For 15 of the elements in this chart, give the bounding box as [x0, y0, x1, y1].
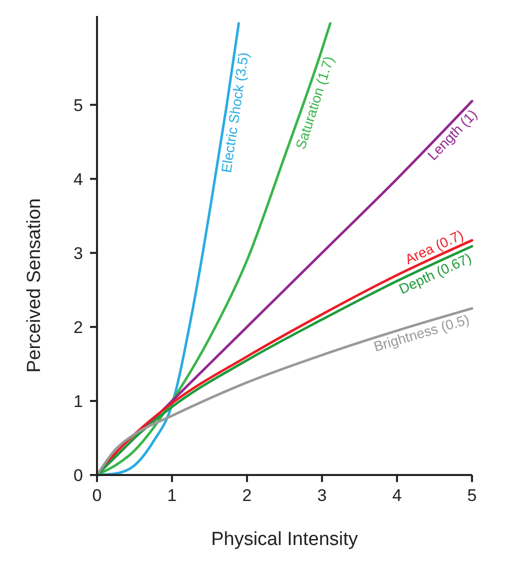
x-tick-label: 3 — [317, 486, 327, 505]
y-tick-label: 1 — [74, 392, 83, 411]
y-axis-title: Perceived Sensation — [24, 198, 45, 373]
y-tick-label: 4 — [74, 170, 83, 189]
x-tick-label: 5 — [467, 486, 477, 505]
x-tick-label: 0 — [92, 486, 102, 505]
x-axis-title: Physical Intensity — [211, 529, 358, 550]
x-tick-label: 1 — [167, 486, 177, 505]
y-tick-label: 5 — [74, 96, 83, 115]
x-tick-label: 4 — [392, 486, 402, 505]
y-tick-label: 3 — [74, 244, 83, 263]
text: Electric Shock (3.5) — [218, 51, 252, 174]
y-tick-label: 0 — [74, 466, 83, 485]
x-tick-label: 2 — [242, 486, 252, 505]
y-tick-label: 2 — [74, 318, 83, 337]
